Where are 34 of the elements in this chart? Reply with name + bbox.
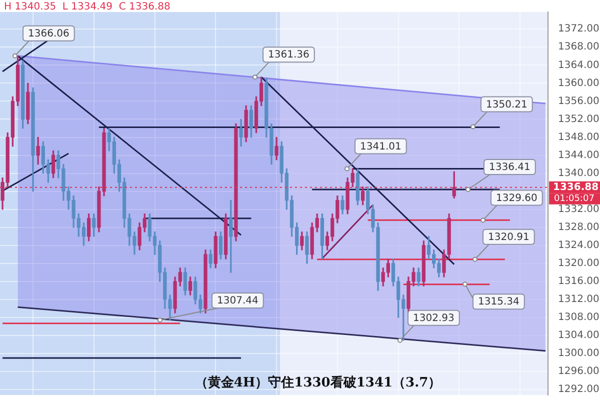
y-tick-label: 1292.00 [558,384,600,396]
y-tick-label: 1360.00 [558,78,600,89]
text: 01:05:07 [554,194,594,204]
y-tick-label: 1356.00 [558,96,600,107]
annotation: 1350.21 [486,99,528,110]
y-tick-label: 1368.00 [558,42,600,53]
annotation: （黄金4H）守住1330看破1341（3.7） [194,374,442,390]
y-tick-label: 1324.00 [558,240,600,251]
y-tick-label: 1372.00 [558,24,600,35]
y-tick-label: 1348.00 [558,132,600,143]
y-tick-label: 1328.00 [558,222,600,233]
annotation: 1307.44 [217,296,258,307]
y-tick-label: 1304.00 [558,330,600,342]
annotation: 1361.36 [268,50,310,61]
annotation: 1302.93 [413,312,454,324]
y-tick-label: 1312.00 [558,294,600,306]
annotation: 1336.41 [489,162,530,174]
annotation: 1341.01 [360,141,402,152]
ref-line-label: 1336.88 [553,182,599,193]
annotation: 1320.91 [488,232,530,243]
y-tick-label: 1296.00 [558,366,600,378]
y-tick-label: 1308.00 [558,312,600,324]
y-tick-label: 1332.00 [558,204,600,215]
y-tick-label: 1320.00 [558,258,600,270]
y-tick-label: 1344.00 [558,150,600,161]
annotation: H 1340.35 L 1334.49 C 1336.88 [4,2,170,13]
annotation: 1329.60 [496,192,538,204]
y-tick-label: 1300.00 [558,348,600,360]
y-tick-label: 1316.00 [558,276,600,288]
y-tick-label: 1340.00 [558,168,600,179]
y-tick-label: 1364.00 [558,60,600,71]
annotation: 1315.34 [478,296,520,308]
annotation: 1366.06 [28,28,70,40]
y-tick-label: 1352.00 [558,114,600,125]
